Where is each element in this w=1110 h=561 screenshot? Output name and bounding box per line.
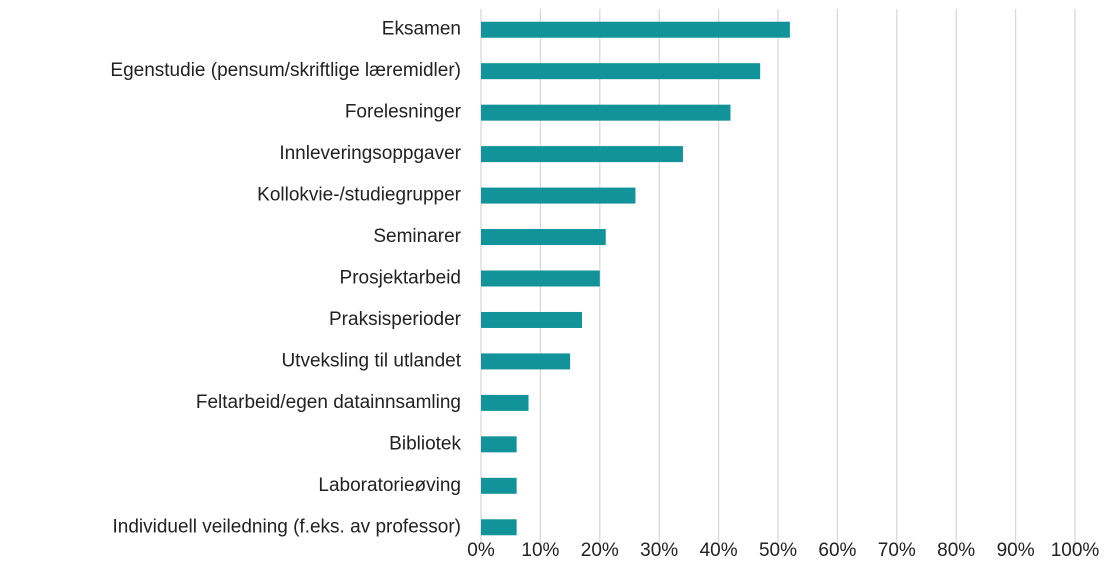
x-tick-label: 100% [1051, 540, 1100, 561]
y-tick-label: Prosjektarbeid [340, 268, 461, 289]
x-tick-label: 20% [581, 540, 619, 561]
y-tick-label: Individuell veiledning (f.eks. av profes… [112, 516, 461, 537]
x-tick-label: 40% [700, 540, 738, 561]
y-tick-label: Seminarer [373, 226, 461, 247]
y-tick-label: Forelesninger [345, 102, 462, 123]
y-tick-label: Laboratorieøving [318, 475, 461, 496]
bar [481, 104, 731, 121]
x-tick-label: 60% [818, 540, 856, 561]
bar [481, 229, 606, 246]
bar [481, 436, 517, 453]
x-tick-label: 0% [467, 540, 495, 561]
x-tick-label: 80% [937, 540, 975, 561]
x-tick-label: 70% [878, 540, 916, 561]
y-tick-label: Innleveringsoppgaver [279, 143, 461, 164]
bar [481, 270, 600, 287]
x-tick-label: 90% [997, 540, 1035, 561]
x-tick-label: 10% [521, 540, 559, 561]
bar [481, 477, 517, 494]
y-tick-label: Bibliotek [389, 433, 461, 454]
y-tick-label: Eksamen [382, 19, 461, 40]
x-tick-label: 30% [640, 540, 678, 561]
x-tick-label: 50% [759, 540, 797, 561]
y-tick-label: Feltarbeid/egen datainnsamling [196, 392, 461, 413]
bar [481, 519, 517, 536]
y-tick-label: Praksisperioder [329, 309, 462, 330]
bar [481, 311, 582, 328]
bar [481, 21, 790, 38]
bar [481, 187, 636, 204]
y-tick-label: Utveksling til utlandet [281, 350, 461, 371]
bar [481, 353, 571, 370]
bar [481, 63, 761, 80]
bar [481, 394, 529, 411]
y-tick-label: Egenstudie (pensum/skriftlige læremidler… [110, 60, 461, 81]
y-tick-label: Kollokvie-/studiegrupper [257, 185, 462, 206]
bar [481, 146, 683, 163]
